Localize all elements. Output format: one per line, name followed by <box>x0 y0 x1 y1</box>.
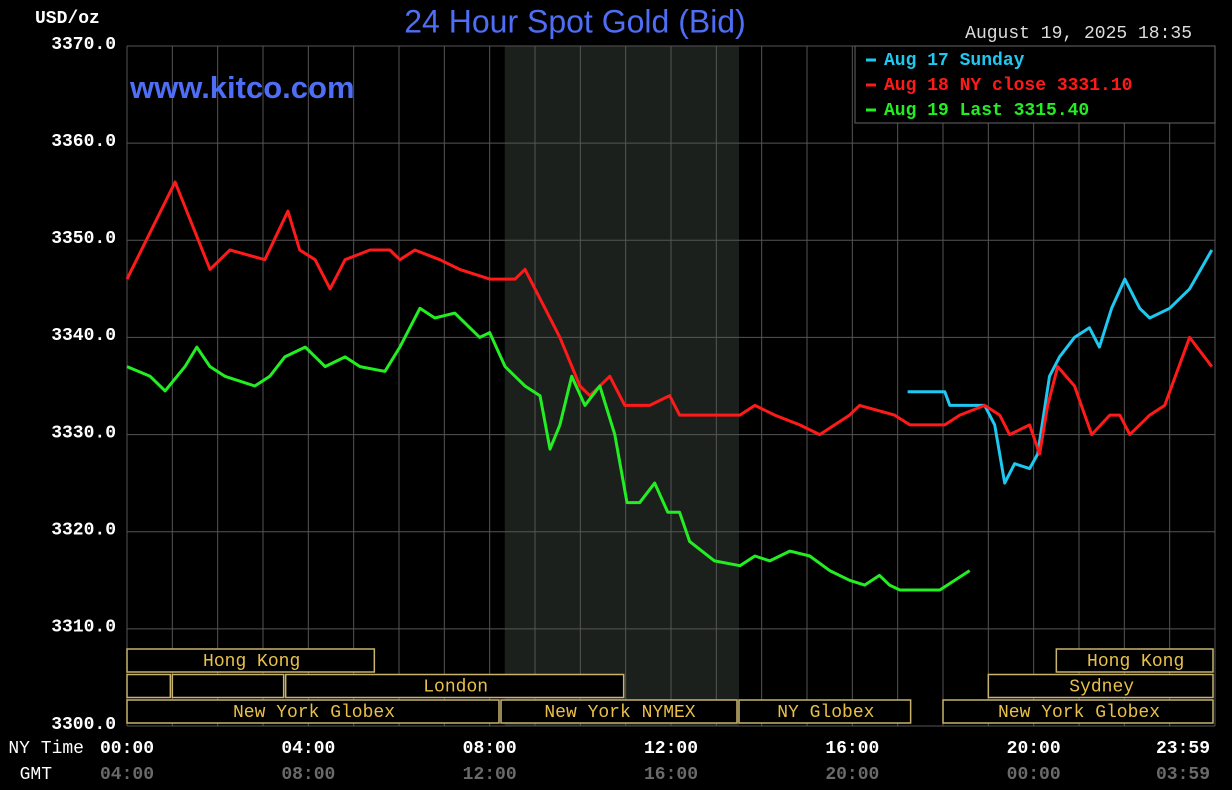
session-label: New York Globex <box>233 703 395 723</box>
session-label: Hong Kong <box>1087 652 1184 672</box>
session-label: Sydney <box>1069 677 1134 697</box>
x-tick-label: 08:00 <box>463 739 517 759</box>
timestamp: August 19, 2025 18:35 <box>965 24 1192 44</box>
series-line <box>125 180 1213 456</box>
session-box <box>284 673 625 699</box>
y-tick-label: 3370.0 <box>51 35 116 55</box>
chart-title: 24 Hour Spot Gold (Bid) <box>404 3 746 39</box>
gmt-tick-label: 20:00 <box>825 765 879 785</box>
x-tick-label: 00:00 <box>100 739 154 759</box>
x-row-label: NY Time <box>8 739 84 759</box>
x-tick-label: 16:00 <box>825 739 879 759</box>
series-line <box>907 249 1214 485</box>
y-tick-label: 3350.0 <box>51 229 116 249</box>
gmt-tick-label: 08:00 <box>281 765 335 785</box>
session-label: New York Globex <box>998 703 1160 723</box>
session-box <box>500 699 738 724</box>
session-box <box>942 699 1214 724</box>
legend-label: Aug 18 NY close 3331.10 <box>884 76 1132 96</box>
shaded-session <box>504 46 739 726</box>
y-tick-label: 3340.0 <box>51 326 116 346</box>
y-tick-label: 3330.0 <box>51 423 116 443</box>
watermark: www.kitco.com <box>129 70 355 105</box>
y-tick-label: 3300.0 <box>51 715 116 735</box>
gmt-tick-label: 12:00 <box>463 765 517 785</box>
gmt-tick-label: 04:00 <box>100 765 154 785</box>
gmt-tick-label: 03:59 <box>1156 765 1210 785</box>
y-tick-label: 3310.0 <box>51 618 116 638</box>
x-tick-label: 23:59 <box>1156 739 1210 759</box>
session-label: London <box>423 677 488 697</box>
y-tick-label: 3360.0 <box>51 132 116 152</box>
session-label: Hong Kong <box>203 652 300 672</box>
legend-box <box>854 45 1216 124</box>
session-box <box>171 673 285 699</box>
session-label: New York NYMEX <box>544 703 695 723</box>
legend-label: Aug 17 Sunday <box>884 51 1025 71</box>
gmt-tick-label: 00:00 <box>1007 765 1061 785</box>
x-tick-label: 04:00 <box>281 739 335 759</box>
y-axis-label: USD/oz <box>35 9 100 29</box>
session-box <box>126 648 376 673</box>
x-row-label: GMT <box>20 765 53 785</box>
y-tick-label: 3320.0 <box>51 520 116 540</box>
session-label: NY Globex <box>777 703 874 723</box>
session-box <box>738 699 912 724</box>
session-box <box>987 673 1214 699</box>
session-box <box>126 699 500 724</box>
session-box <box>126 673 172 699</box>
series-line <box>126 306 971 592</box>
session-box <box>1055 648 1214 673</box>
gmt-tick-label: 16:00 <box>644 765 698 785</box>
x-tick-label: 20:00 <box>1007 739 1061 759</box>
legend-label: Aug 19 Last 3315.40 <box>884 101 1089 121</box>
x-tick-label: 12:00 <box>644 739 698 759</box>
